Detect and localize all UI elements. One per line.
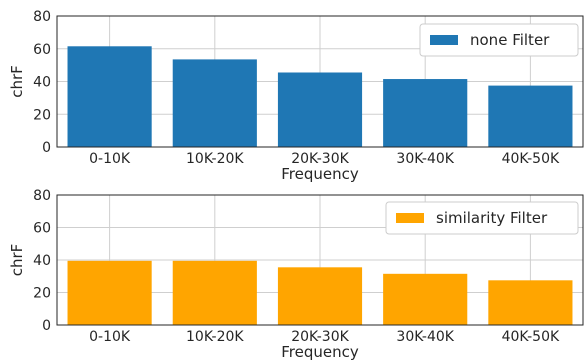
y-axis-label: chrF [8,244,26,277]
plot-frame [56,194,584,326]
x-tick-label: 0-10K [89,329,131,345]
x-tick-label: 20K-30K [291,151,349,167]
y-tick-label: 60 [33,42,51,58]
y-tick-label: 60 [33,221,51,237]
x-tick-label: 30K-40K [396,151,454,167]
x-axis-label: Frequency [281,343,359,361]
bar-40K-50K [488,85,573,147]
bar-20K-30K [277,267,363,325]
legend: none Filter [419,23,579,57]
legend-box [419,23,579,57]
chart-panel-2: 0 20 40 60 80 0-10K 10K-20K 20K-30K 30K-40K 40K-5… [8,188,584,361]
x-tick-label: 10K-20K [186,329,244,345]
bar-20K-30K [277,72,363,147]
legend-swatch [430,35,458,45]
x-tick-label: 30K-40K [396,329,454,345]
y-tick-label: 40 [33,253,51,269]
x-axis-label: Frequency [281,165,359,183]
legend-label: similarity Filter [436,209,548,227]
bar-30K-40K [383,79,468,147]
chart-panel-1: 0 20 40 60 80 0-10K 10K-20K 20K-30K 30K-40K 40K-5… [8,9,584,183]
bar-0-10K [67,260,152,325]
legend: similarity Filter [385,201,579,235]
bar-10K-20K [172,59,257,147]
x-tick-label: 10K-20K [186,151,244,167]
bar-40K-50K [488,280,573,325]
y-tick-label: 20 [33,286,51,302]
plot-frame [56,15,584,148]
y-tick-label: 40 [33,75,51,91]
x-tick-label: 0-10K [89,151,131,167]
x-tick-label: 40K-50K [502,329,560,345]
y-tick-label: 20 [33,107,51,123]
y-tick-label: 80 [33,9,51,25]
y-axis-label: chrF [8,65,26,98]
y-tick-label: 80 [33,188,51,204]
legend-label: none Filter [470,31,550,49]
bar-0-10K [67,46,152,148]
bar-30K-40K [383,273,468,325]
legend-swatch [396,213,424,223]
bar-10K-20K [172,260,257,325]
x-tick-label: 20K-30K [291,329,349,345]
y-tick-label: 0 [42,140,51,156]
y-tick-label: 0 [42,318,51,334]
legend-box [385,201,579,235]
x-tick-label: 40K-50K [502,151,560,167]
